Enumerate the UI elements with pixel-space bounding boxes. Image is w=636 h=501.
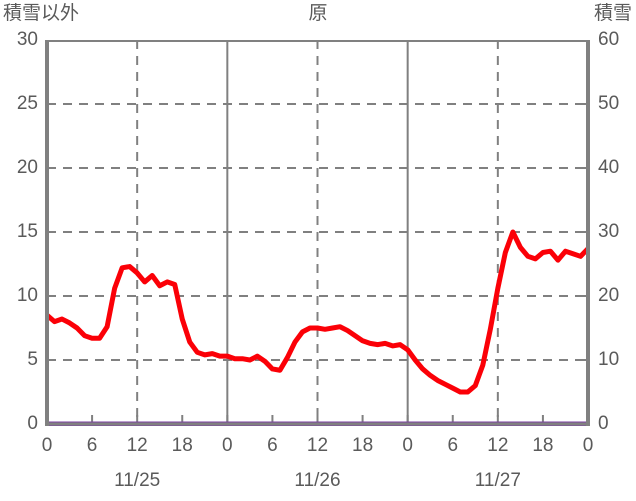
right-axis-title: 積雪 [593, 3, 632, 24]
left-tick-label: 5 [27, 349, 38, 370]
right-tick-label: 20 [598, 285, 620, 306]
left-tick-label: 10 [16, 285, 38, 306]
right-axis-tick-labels: 0 10 20 30 40 50 60 [598, 0, 636, 501]
hour-tick-label: 18 [171, 435, 193, 456]
right-tick-label: 10 [598, 349, 620, 370]
hour-tick-label: 0 [402, 435, 413, 456]
series-line-1 [45, 229, 590, 395]
hour-tick-label: 0 [582, 435, 594, 456]
left-tick-label: 0 [27, 413, 38, 434]
hour-tick-label: 6 [86, 435, 98, 456]
right-tick-label: 0 [598, 413, 609, 434]
right-tick-label: 60 [598, 29, 620, 50]
plot-area [45, 40, 590, 426]
day-label: 11/25 [114, 470, 161, 491]
hour-tick-label: 0 [222, 435, 233, 456]
left-axis-title: 積雪以外 [3, 3, 80, 24]
hour-tick-label: 18 [352, 435, 374, 456]
hour-tick-label: 12 [126, 435, 148, 456]
plot-frame [45, 40, 590, 426]
right-tick-label: 50 [598, 93, 620, 114]
vertical-gridlines [136, 40, 499, 424]
hour-tick-label: 0 [41, 435, 53, 456]
right-tick-label: 30 [598, 221, 620, 242]
hour-tick-label: 12 [487, 435, 509, 456]
hour-tick-label: 12 [306, 435, 329, 456]
chart-title: 原 [308, 3, 328, 24]
left-tick-label: 20 [16, 157, 38, 178]
day-label: 11/26 [294, 470, 341, 491]
plot-svg [45, 40, 590, 426]
left-tick-label: 15 [16, 221, 38, 242]
left-tick-label: 25 [16, 93, 38, 114]
right-tick-label: 40 [598, 157, 620, 178]
hour-tick-label: 18 [532, 435, 554, 456]
hour-tick-label: 6 [447, 435, 459, 456]
left-tick-label: 30 [16, 29, 38, 50]
left-axis-tick-labels: 0 5 10 15 20 25 30 [0, 0, 38, 501]
hour-tick-label: 6 [267, 435, 278, 456]
day-label: 11/27 [474, 470, 521, 491]
